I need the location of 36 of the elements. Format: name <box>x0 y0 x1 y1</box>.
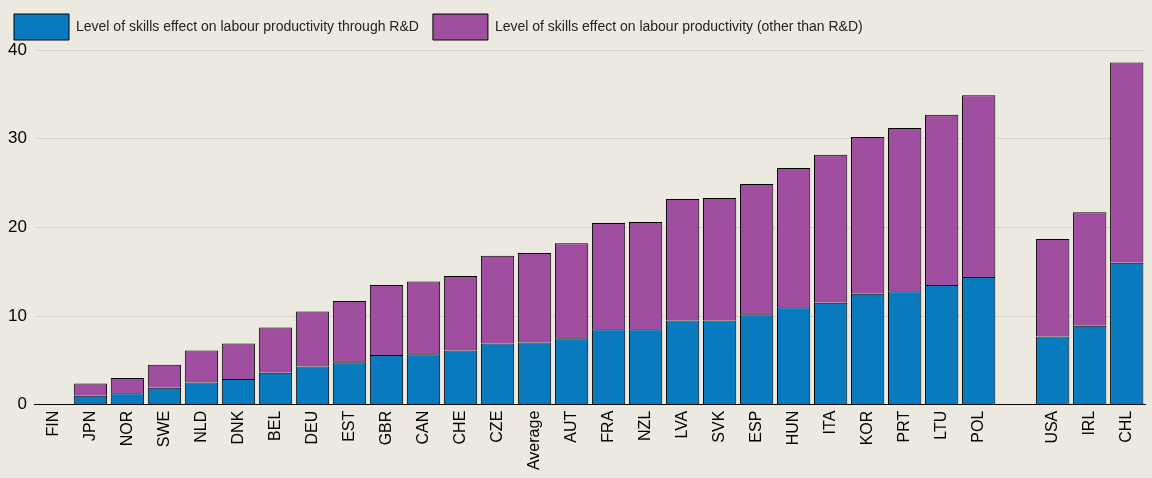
x-tick-label: CAN <box>413 410 431 445</box>
x-tick-label: CZE <box>487 410 505 443</box>
x-tick-label: SWE <box>154 410 172 448</box>
x-tick-label: CHL <box>1117 410 1135 443</box>
y-tick-label: 40 <box>7 39 27 59</box>
x-tick-label: JPN <box>80 410 98 441</box>
x-tick-label: DNK <box>228 410 246 445</box>
y-tick-label: 20 <box>7 217 27 237</box>
x-tick-label: ITA <box>821 410 839 435</box>
x-tick-label: ESP <box>747 410 765 443</box>
legend-label: Level of skills effect on labour productivity through R&D <box>76 17 419 34</box>
x-tick-label: DEU <box>302 410 320 445</box>
x-tick-label: NOR <box>117 410 135 447</box>
y-tick-label: 30 <box>7 128 27 148</box>
x-tick-label: NZL <box>636 410 653 441</box>
x-tick-label: CHE <box>450 410 468 445</box>
x-tick-label: NLD <box>191 410 209 443</box>
x-tick-label: BEL <box>265 410 283 441</box>
x-tick-label: FRA <box>598 410 616 443</box>
x-tick-label: PRT <box>895 410 913 443</box>
x-tick-label: AUT <box>561 410 579 443</box>
x-tick-label: LVA <box>673 410 691 439</box>
legend-label: Level of skills effect on labour productivity (other than R&D) <box>494 17 863 34</box>
x-tick-label: LTU <box>932 410 950 440</box>
x-tick-label: EST <box>339 410 357 442</box>
x-tick-label: SVK <box>710 410 728 443</box>
x-tick-label: POL <box>969 410 987 443</box>
y-tick-label: 0 <box>17 394 27 414</box>
x-tick-label: IRL <box>1080 410 1098 436</box>
x-tick-label: FIN <box>43 410 61 437</box>
x-tick-label: KOR <box>858 410 876 446</box>
x-tick-label: GBR <box>376 410 394 446</box>
x-tick-label: HUN <box>784 410 802 446</box>
x-tick-label: Average <box>524 410 542 471</box>
y-tick-label: 10 <box>7 305 27 325</box>
x-tick-label: USA <box>1043 410 1061 444</box>
